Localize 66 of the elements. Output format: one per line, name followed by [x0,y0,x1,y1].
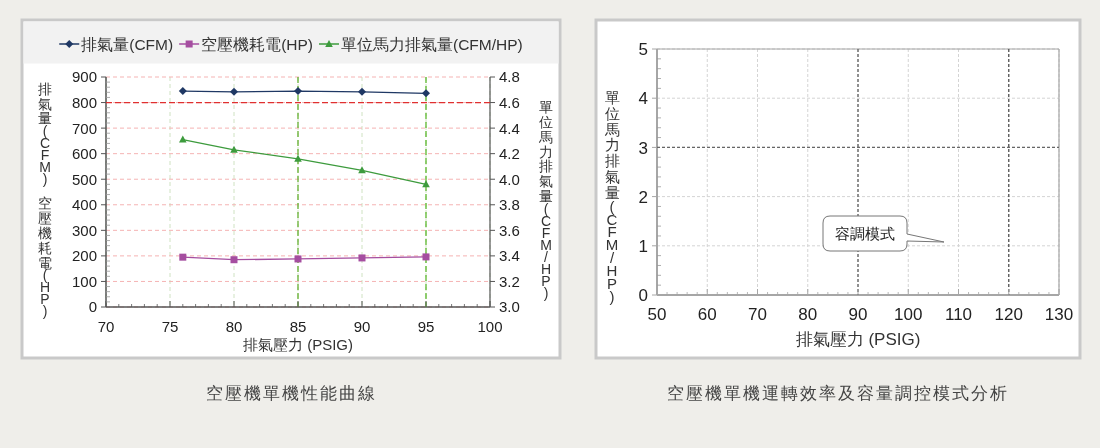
point [358,254,366,262]
x-tick-label: 100 [477,318,503,335]
y2-tick-label: 3.2 [499,272,520,290]
y-tick-label: 1 [638,236,648,256]
y-tick-label: 800 [71,93,97,111]
x-axis-title: 排氣壓力 (PSIG) [795,330,921,349]
annotation: 容調模式 [835,225,895,242]
point [230,256,238,264]
y2-tick-label: 3.8 [499,196,520,214]
y-tick-label: 0 [88,298,97,316]
point [422,253,430,261]
y2-tick-label: 4.6 [499,93,520,111]
y-tick-label: 3 [638,138,648,158]
point [178,87,187,96]
y-tick-label: 0 [638,286,648,306]
point [230,87,238,96]
text: 單位馬力排氣量(CFM/HP) [604,88,620,305]
legend-label: 排氣量(CFM) [81,35,174,53]
y-tick-label: 400 [71,196,97,214]
point [294,154,302,162]
point [294,255,302,263]
point [179,135,187,143]
y2-tick-label: 4.2 [499,145,520,163]
y-tick-label: 300 [71,221,97,239]
x-tick-label: 130 [1044,305,1074,324]
y2-tick-label: 4.0 [499,170,520,188]
x-tick-label: 90 [848,305,868,324]
y-tick-label: 5 [638,40,648,60]
x-tick-label: 80 [798,305,818,324]
y-tick-label: 200 [71,247,97,265]
legend-label: 空壓機耗電(HP) [201,35,314,53]
x-tick-label: 70 [97,318,115,335]
point [422,89,430,98]
y2-tick-label: 3.4 [499,247,520,265]
text: 單位馬力排氣量(CFM/HP) [539,99,553,301]
text: 空壓機單機運轉效率及容量調控模式分析 [667,384,1009,403]
x-axis-title: 排氣壓力 (PSIG) [242,336,354,353]
x-tick-label: 75 [161,318,179,335]
x-tick-label: 110 [944,305,973,324]
point [294,87,302,96]
x-tick-label: 85 [289,318,307,335]
y2-tick-label: 4.8 [499,68,520,86]
y2-tick-label: 4.4 [499,119,520,137]
x-tick-label: 95 [417,318,435,335]
text: 排氣量(CFM) 空壓機耗電(HP) [38,80,52,320]
point [179,253,187,261]
x-tick-label: 60 [697,305,717,324]
y2-tick-label: 3.6 [499,221,520,239]
x-tick-label: 70 [748,305,767,324]
y-tick-label: 700 [71,119,97,137]
x-tick-label: 90 [353,318,371,335]
y-tick-label: 4 [638,89,648,109]
x-tick-label: 50 [647,305,667,324]
point [358,87,366,96]
y-tick-label: 600 [71,145,97,163]
x-tick-label: 100 [894,305,923,324]
y-tick-label: 500 [71,170,97,188]
y2-tick-label: 3.0 [499,298,520,316]
y-tick-label: 2 [638,187,648,207]
y-tick-label: 900 [71,68,97,86]
point [230,145,238,153]
x-tick-label: 80 [225,318,243,335]
legend-label: 單位馬力排氣量(CFM/HP) [341,35,523,53]
text: 空壓機單機性能曲線 [205,384,377,403]
y-tick-label: 100 [71,272,97,290]
x-tick-label: 120 [994,305,1023,324]
